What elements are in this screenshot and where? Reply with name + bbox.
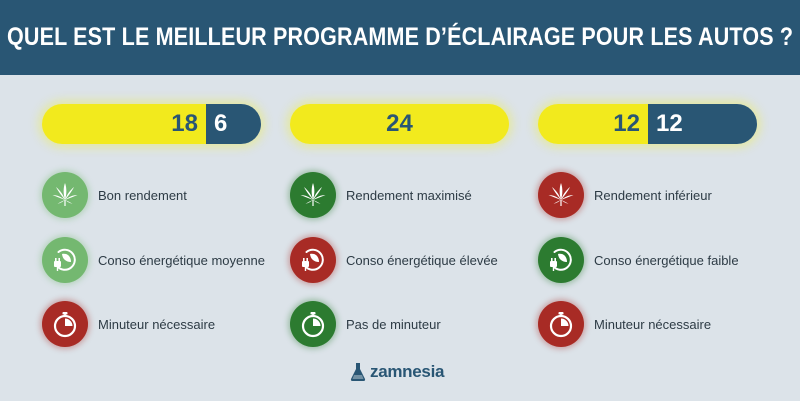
- feature-label: Rendement inférieur: [594, 187, 712, 203]
- feature-row: Pas de minuteur: [290, 301, 520, 347]
- page-title: QUEL EST LE MEILLEUR PROGRAMME D’ÉCLAIRA…: [6, 23, 794, 51]
- timer-icon: [42, 301, 88, 347]
- hours-bar: 12 12: [538, 104, 757, 144]
- dark-hours: 12: [648, 104, 757, 144]
- feature-label: Conso énergétique moyenne: [98, 252, 265, 268]
- brand-name: zamnesia: [370, 362, 445, 381]
- feature-label: Minuteur nécessaire: [594, 316, 712, 332]
- feature-row: Minuteur nécessaire: [538, 301, 768, 347]
- feature-label: Minuteur nécessaire: [98, 316, 216, 332]
- feature-label: Conso énergétique faible: [594, 252, 739, 268]
- hours-bar: 24: [290, 104, 509, 144]
- light-hours: 12: [538, 104, 648, 144]
- feature-row: Conso énergétique élevée: [290, 237, 520, 283]
- schedule-column-12-12: 12 12 Rendement inférieur Conso énergéti…: [538, 104, 768, 364]
- feature-label: Bon rendement: [98, 187, 187, 203]
- header-banner: QUEL EST LE MEILLEUR PROGRAMME D’ÉCLAIRA…: [0, 0, 800, 75]
- feature-row: Rendement maximisé: [290, 172, 520, 218]
- feature-row: Conso énergétique moyenne: [42, 237, 272, 283]
- feature-row: Bon rendement: [42, 172, 272, 218]
- light-hours: 24: [290, 104, 509, 144]
- feature-row: Minuteur nécessaire: [42, 301, 272, 347]
- feature-row: Rendement inférieur: [538, 172, 768, 218]
- dark-hours: 6: [206, 104, 261, 144]
- feature-label: Conso énergétique élevée: [346, 252, 498, 268]
- light-hours: 18: [42, 104, 206, 144]
- feature-row: Conso énergétique faible: [538, 237, 768, 283]
- cannabis-leaf-icon: [538, 172, 584, 218]
- timer-icon: [538, 301, 584, 347]
- cannabis-leaf-icon: [290, 172, 336, 218]
- cannabis-leaf-icon: [42, 172, 88, 218]
- energy-plug-icon: [290, 237, 336, 283]
- timer-icon: [290, 301, 336, 347]
- hours-bar: 18 6: [42, 104, 261, 144]
- energy-plug-icon: [538, 237, 584, 283]
- energy-plug-icon: [42, 237, 88, 283]
- feature-label: Pas de minuteur: [346, 316, 441, 332]
- schedule-column-24-0: 24 Rendement maximisé Conso énergétique …: [290, 104, 520, 364]
- schedule-column-18-6: 18 6 Bon rendement Conso énergétique moy…: [42, 104, 272, 364]
- feature-label: Rendement maximisé: [346, 187, 472, 203]
- flask-icon: [350, 363, 366, 381]
- brand-logo: zamnesia: [350, 360, 444, 384]
